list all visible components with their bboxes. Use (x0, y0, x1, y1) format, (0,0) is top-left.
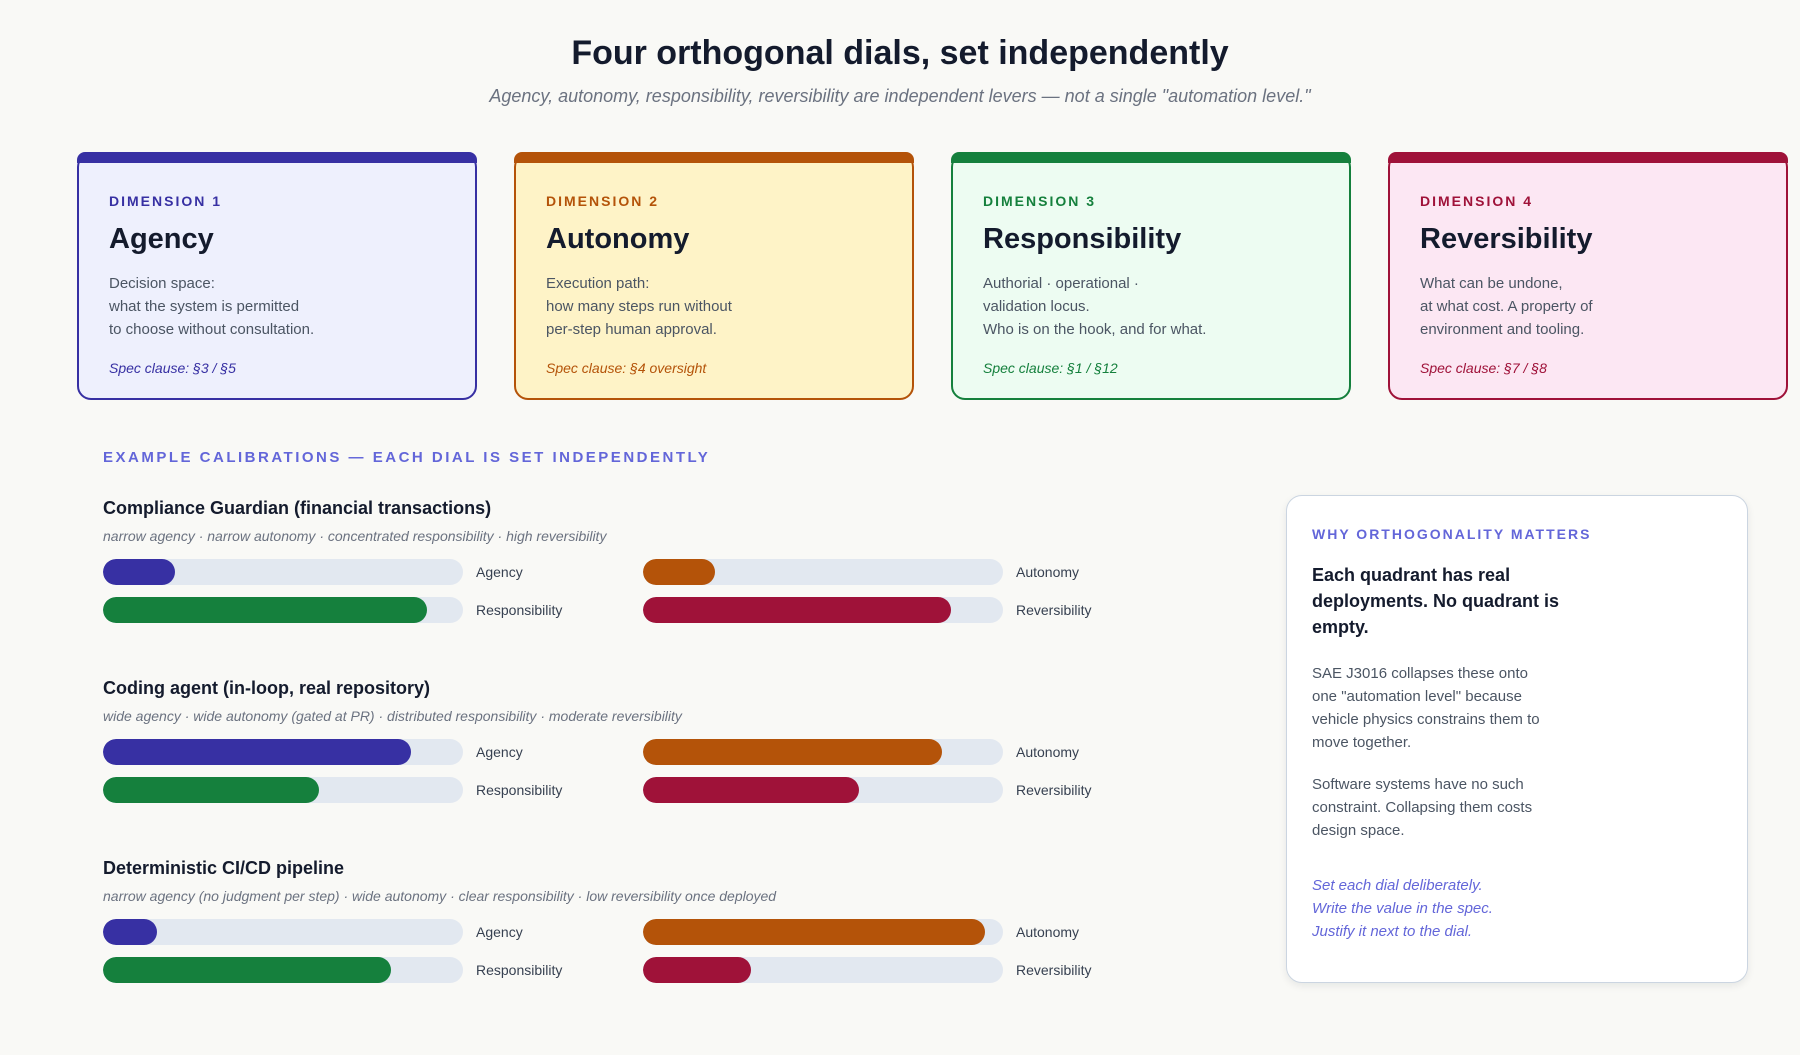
dimension-label: DIMENSION 3 (983, 193, 1097, 209)
dial-fill (643, 739, 942, 765)
dial-label: Reversibility (1016, 602, 1092, 618)
dial-responsibility: Responsibility (103, 777, 562, 803)
section-label: EXAMPLE CALIBRATIONS — EACH DIAL IS SET … (103, 449, 711, 466)
dial-label: Agency (476, 564, 523, 580)
dimension-card-agency: DIMENSION 1 Agency Decision space: what … (77, 152, 477, 400)
dial-fill (643, 559, 715, 585)
dimension-name: Autonomy (546, 223, 690, 255)
panel-paragraph: SAE J3016 collapses these onto one "auto… (1312, 665, 1540, 751)
dial-reversibility: Reversibility (643, 597, 1091, 623)
spec-clause: Spec clause: §7 / §8 (1420, 360, 1547, 376)
example-ci-cd-pipeline: Deterministic CI/CD pipeline narrow agen… (103, 858, 1103, 983)
panel-label: WHY ORTHOGONALITY MATTERS (1312, 526, 1592, 542)
example-subtitle: wide agency · wide autonomy (gated at PR… (103, 708, 682, 724)
dimension-description: What can be undone, at what cost. A prop… (1420, 275, 1593, 338)
dimension-name: Reversibility (1420, 223, 1593, 255)
page-subtitle: Agency, autonomy, responsibility, revers… (489, 86, 1311, 106)
panel-closing: Set each dial deliberately. Write the va… (1312, 877, 1493, 940)
dial-reversibility: Reversibility (643, 777, 1091, 803)
dial-track (643, 597, 1003, 623)
dimension-name: Agency (109, 223, 214, 255)
dial-track (103, 777, 463, 803)
panel-heading: Each quadrant has real deployments. No q… (1312, 565, 1560, 637)
spec-clause: Spec clause: §4 oversight (546, 360, 707, 376)
dimension-description: Execution path: how many steps run witho… (546, 275, 732, 338)
dial-fill (643, 597, 951, 623)
example-compliance-guardian: Compliance Guardian (financial transacti… (103, 498, 1103, 623)
dimension-name: Responsibility (983, 223, 1182, 255)
dial-label: Agency (476, 744, 523, 760)
dial-track (643, 777, 1003, 803)
spec-clause: Spec clause: §3 / §5 (109, 360, 236, 376)
page-title: Four orthogonal dials, set independently (571, 34, 1229, 72)
dial-track (103, 919, 463, 945)
dial-track (103, 597, 463, 623)
dial-fill (103, 777, 319, 803)
dial-responsibility: Responsibility (103, 597, 562, 623)
dial-track (103, 957, 463, 983)
dial-track (103, 559, 463, 585)
example-subtitle: narrow agency (no judgment per step) · w… (103, 888, 777, 904)
dimension-label: DIMENSION 2 (546, 193, 660, 209)
dial-fill (103, 919, 157, 945)
dial-track (103, 739, 463, 765)
dial-label: Responsibility (476, 782, 563, 798)
dimension-description: Authorial · operational · validation loc… (983, 275, 1207, 338)
panel-paragraph: Software systems have no such constraint… (1312, 776, 1533, 839)
dial-label: Autonomy (1016, 564, 1080, 580)
dial-label: Reversibility (1016, 962, 1092, 978)
dial-track (643, 739, 1003, 765)
dial-responsibility: Responsibility (103, 957, 562, 983)
spec-clause: Spec clause: §1 / §12 (983, 360, 1118, 376)
dial-fill (103, 559, 175, 585)
dial-label: Reversibility (1016, 782, 1092, 798)
why-orthogonality-panel: WHY ORTHOGONALITY MATTERS Each quadrant … (1286, 495, 1748, 983)
dial-autonomy: Autonomy (643, 559, 1083, 585)
dimension-card-responsibility: DIMENSION 3 Responsibility Authorial · o… (951, 152, 1351, 400)
dial-track (643, 957, 1003, 983)
dial-agency: Agency (103, 559, 543, 585)
dial-fill (103, 957, 391, 983)
dimension-description: Decision space: what the system is permi… (109, 275, 315, 338)
dial-track (643, 559, 1003, 585)
dimension-card-reversibility: DIMENSION 4 Reversibility What can be un… (1388, 152, 1788, 400)
example-coding-agent: Coding agent (in-loop, real repository) … (103, 678, 1103, 803)
example-title: Coding agent (in-loop, real repository) (103, 678, 431, 698)
dial-reversibility: Reversibility (643, 957, 1091, 983)
dimension-label: DIMENSION 4 (1420, 193, 1534, 209)
dial-fill (103, 597, 427, 623)
dial-agency: Agency (103, 739, 543, 765)
dial-label: Autonomy (1016, 924, 1080, 940)
dial-label: Autonomy (1016, 744, 1080, 760)
dial-label: Responsibility (476, 602, 563, 618)
dial-autonomy: Autonomy (643, 919, 1083, 945)
dial-label: Agency (476, 924, 523, 940)
dial-agency: Agency (103, 919, 543, 945)
example-title: Deterministic CI/CD pipeline (103, 858, 345, 878)
dial-track (643, 919, 1003, 945)
dial-label: Responsibility (476, 962, 563, 978)
example-title: Compliance Guardian (financial transacti… (103, 498, 492, 518)
dial-fill (643, 777, 859, 803)
dial-fill (643, 957, 751, 983)
dial-fill (643, 919, 985, 945)
dial-fill (103, 739, 411, 765)
example-subtitle: narrow agency · narrow autonomy · concen… (103, 528, 607, 544)
dimension-label: DIMENSION 1 (109, 193, 223, 209)
dial-autonomy: Autonomy (643, 739, 1083, 765)
dimension-card-autonomy: DIMENSION 2 Autonomy Execution path: how… (514, 152, 914, 400)
